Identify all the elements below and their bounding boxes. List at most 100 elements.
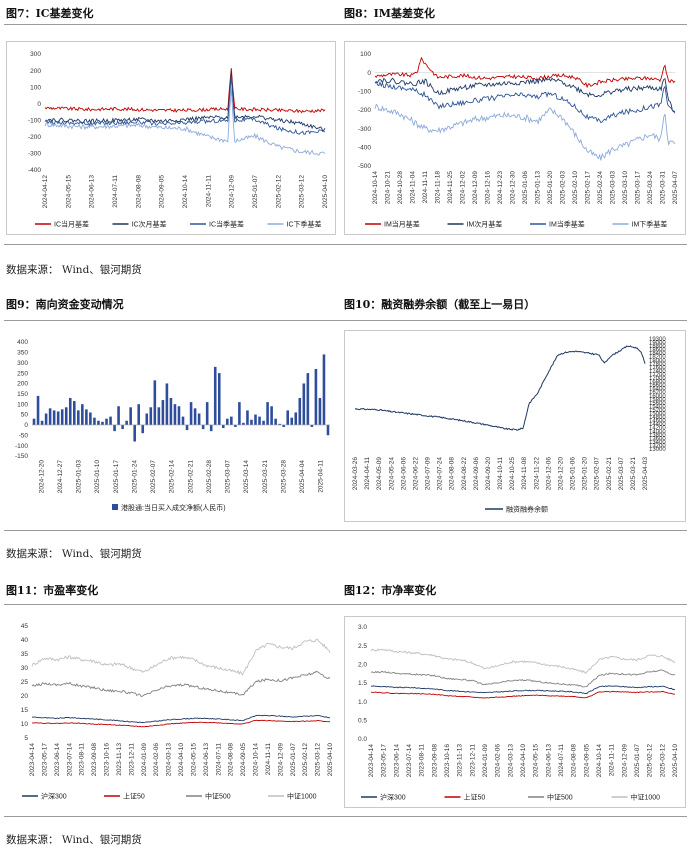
y-tick-label: -100 — [358, 89, 371, 96]
x-tick-label: 2024-12-20 — [557, 457, 564, 491]
x-tick-label: 2024-05-24 — [388, 457, 395, 491]
x-tick-label: 2025-01-13 — [535, 171, 542, 205]
bar — [89, 412, 92, 425]
x-tick-label: 2025-03-17 — [635, 171, 642, 205]
bar — [290, 417, 294, 425]
legend-label: 上证50 — [123, 791, 145, 800]
y-tick-label: 13200 — [649, 443, 666, 449]
x-tick-label: 2025-04-07 — [672, 171, 679, 205]
y-tick-label: 15400 — [649, 404, 666, 410]
bar — [173, 404, 177, 425]
bar — [258, 416, 261, 425]
x-tick-label: 2024-03-26 — [352, 457, 359, 491]
pb-panel: 3.0 2.5 2.0 1.5 1.0 0.5 0.0 2023-04-14 2023-05-1… — [344, 616, 686, 808]
legend-label: 沪深300 — [41, 791, 67, 800]
fig10-title: 图10：融资融券余额（截至上一易日） — [344, 298, 536, 311]
bar — [282, 424, 285, 427]
x-tick-label: 2024-12-20 — [38, 460, 45, 494]
bar — [68, 397, 72, 425]
bar — [165, 383, 169, 425]
x-tick-label: 2024-08-08 — [449, 457, 456, 491]
x-tick-label: 2025-03-03 — [610, 171, 617, 205]
bar — [85, 409, 88, 425]
x-tick-label: 2024-06-13 — [203, 743, 210, 777]
bar — [250, 419, 253, 425]
pe-panel: 45 40 35 30 25 20 15 10 5 2023-04-14 2023-05-17 202… — [6, 616, 334, 806]
x-tick-label: 2024-08-08 — [135, 175, 142, 209]
y-tick-label: 18800 — [649, 344, 666, 350]
x-tick-label: 2024-09-20 — [485, 457, 492, 491]
x-tick-label: 2024-10-14 — [596, 744, 603, 778]
x-tick-label: 2025-03-31 — [660, 171, 667, 205]
series-line — [31, 714, 331, 724]
x-tick-label: 2024-06-13 — [89, 175, 96, 209]
y-tick-label: 14200 — [649, 426, 666, 432]
y-tick-label: 25 — [21, 679, 29, 686]
x-tick-label: 2025-01-07 — [252, 175, 259, 209]
bar — [193, 408, 197, 425]
y-tick-label: 45 — [21, 623, 29, 630]
y-tick-label: 0 — [24, 422, 28, 429]
x-tick-label: 2024-05-15 — [533, 744, 540, 778]
bar — [153, 380, 157, 425]
fig8-title: 图8：IM基差变化 — [344, 7, 435, 20]
y-tick-label: 5 — [24, 735, 28, 742]
x-tick-label: 2025-01-06 — [570, 457, 577, 491]
x-tick-label: 2025-03-14 — [243, 460, 250, 494]
top-rule — [4, 24, 687, 25]
bar — [141, 424, 145, 434]
y-tick-label: 40 — [21, 637, 29, 644]
x-tick-label: 2024-07-11 — [558, 744, 565, 777]
x-tick-label: 2025-01-06 — [522, 171, 529, 205]
x-tick-label: 2024-04-10 — [178, 743, 185, 777]
x-tick-label: 2024-11-11 — [205, 175, 212, 208]
rule-3 — [4, 530, 687, 531]
bar — [222, 424, 225, 429]
legend-label: 沪深300 — [380, 792, 406, 801]
x-tick-label: 2024-11-08 — [521, 457, 528, 490]
bar — [73, 401, 76, 425]
x-tick-label: 2024-11-04 — [410, 171, 417, 204]
y-tick-label: -500 — [358, 163, 371, 170]
legend-label: 中证1000 — [631, 792, 661, 801]
bar — [294, 412, 298, 425]
bar — [157, 407, 161, 425]
x-tick-label: 2024-09-05 — [240, 743, 247, 777]
bar — [64, 407, 68, 425]
bar — [56, 411, 60, 425]
x-tick-label: 2024-11-18 — [435, 171, 442, 204]
x-tick-label: 2024-11-22 — [533, 457, 540, 490]
bar — [77, 410, 80, 425]
legend-label: 港股通:当日买入成交净额(人民币) — [121, 503, 226, 512]
y-tick-label: 18600 — [649, 348, 666, 354]
x-tick-label: 2025-01-07 — [290, 743, 297, 777]
southbound-chart: 400 350 300 250 200 150 100 50 0 -50 -100 -150 2024-… — [15, 339, 330, 512]
bar — [52, 410, 56, 425]
bar — [310, 424, 314, 427]
x-tick-label: 2024-12-09 — [621, 744, 628, 778]
y-tick-label: -150 — [15, 453, 28, 460]
y-tick-label: -300 — [28, 151, 41, 158]
bar — [230, 416, 233, 425]
x-tick-label: 2024-05-09 — [376, 457, 383, 491]
bar — [101, 421, 104, 425]
x-tick-label: 2025-02-10 — [572, 171, 579, 205]
series-line — [370, 648, 676, 675]
rule-4 — [4, 604, 687, 605]
legend-label: IM次月基差 — [467, 219, 503, 228]
bar — [270, 406, 273, 425]
bar — [169, 397, 173, 425]
x-tick-label: 2024-06-06 — [400, 457, 407, 491]
x-tick-label: 2025-04-11 — [318, 460, 325, 493]
y-tick-label: 0.5 — [358, 718, 367, 725]
x-tick-label: 2023-11-13 — [116, 743, 123, 776]
y-tick-label: 17000 — [649, 376, 666, 382]
y-tick-label: -400 — [358, 145, 371, 152]
bar — [298, 397, 302, 425]
series-line — [45, 71, 326, 132]
series-line — [374, 76, 676, 113]
x-tick-label: 2024-01-09 — [482, 744, 489, 778]
bar — [189, 402, 193, 425]
y-tick-label: -200 — [28, 134, 41, 141]
x-tick-label: 2023-08-11 — [419, 744, 426, 777]
